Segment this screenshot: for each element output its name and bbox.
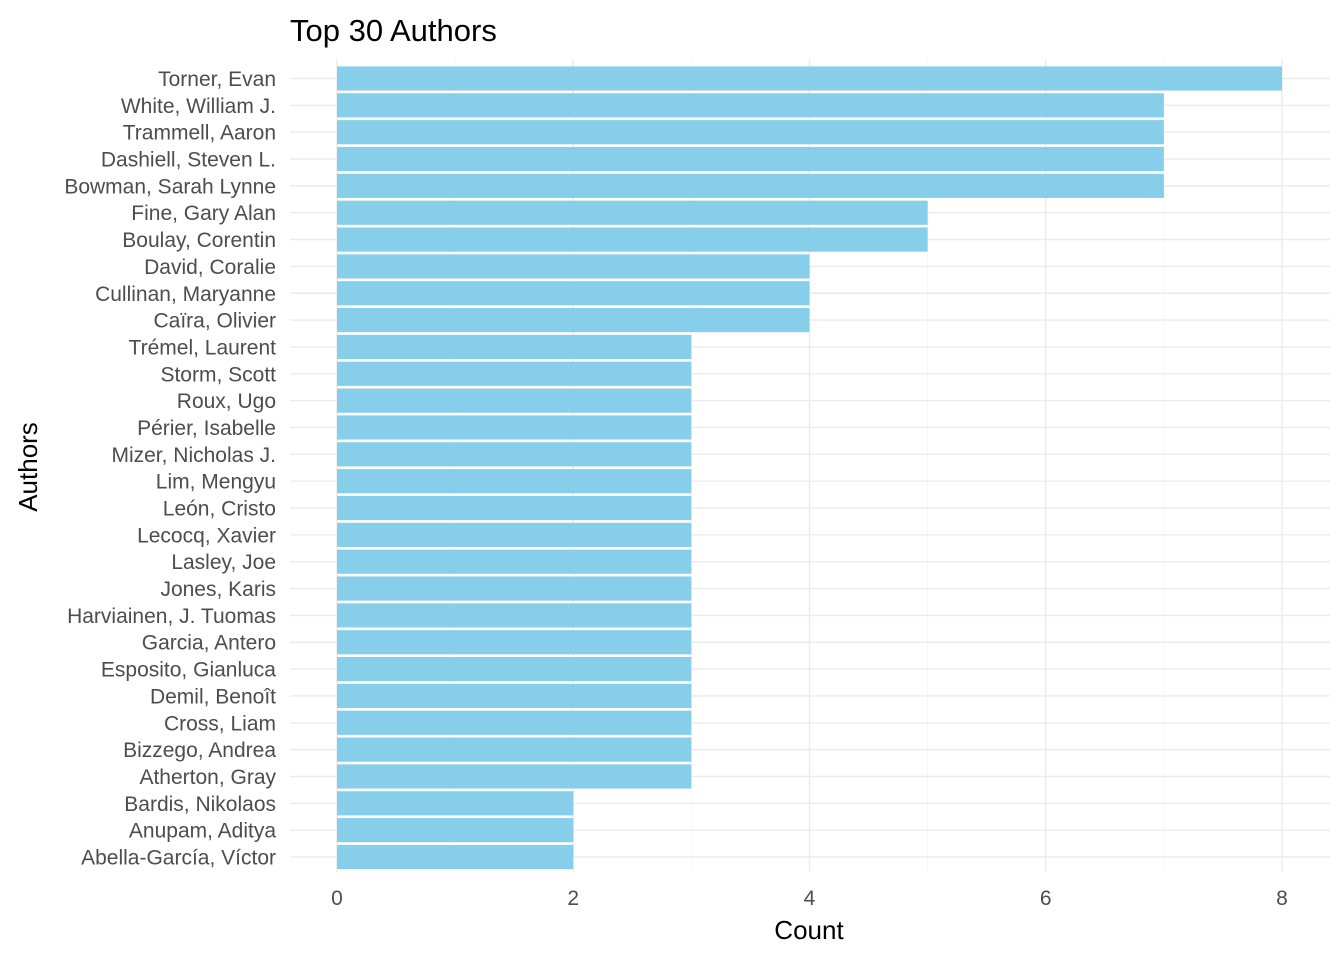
y-tick-label: Abella-García, Víctor <box>81 847 276 870</box>
bar <box>337 254 810 279</box>
bar <box>337 737 692 762</box>
y-tick-labels: Torner, Evan White, William J. Trammell, A… <box>64 68 276 870</box>
y-tick-label: León, Cristo <box>163 498 276 521</box>
bar <box>337 522 692 547</box>
y-tick-label: Esposito, Gianluca <box>101 659 276 682</box>
y-tick-label: David, Coralie <box>144 256 276 279</box>
bar <box>337 361 692 386</box>
y-tick-label: Cross, Liam <box>164 712 276 735</box>
y-tick-label: Bowman, Sarah Lynne <box>64 175 276 198</box>
x-axis-title: Count <box>774 915 844 945</box>
bar <box>337 576 692 601</box>
y-tick-label: White, William J. <box>121 95 276 118</box>
x-tick-label: 6 <box>1040 887 1052 910</box>
y-tick-label: Boulay, Corentin <box>122 229 276 252</box>
y-axis-title: Authors <box>13 422 43 512</box>
bar <box>337 710 692 735</box>
bar <box>337 93 1164 118</box>
bar <box>337 657 692 682</box>
bar <box>337 281 810 306</box>
bar <box>337 630 692 655</box>
y-tick-label: Garcia, Antero <box>142 632 276 655</box>
y-tick-label: Lecocq, Xavier <box>137 524 276 547</box>
y-tick-label: Périer, Isabelle <box>137 417 276 440</box>
x-tick-label: 2 <box>567 887 579 910</box>
y-tick-label: Torner, Evan <box>158 68 276 91</box>
y-tick-label: Caïra, Olivier <box>153 310 276 333</box>
bar <box>337 173 1164 198</box>
bar <box>337 495 692 521</box>
bar <box>337 200 928 225</box>
y-tick-label: Cullinan, Maryanne <box>95 283 276 306</box>
bar <box>337 334 692 360</box>
bar <box>337 308 810 333</box>
y-tick-label: Demil, Benoît <box>150 685 276 708</box>
bar <box>337 549 692 574</box>
bar <box>337 683 692 709</box>
y-tick-label: Mizer, Nicholas J. <box>111 444 276 467</box>
x-tick-label: 0 <box>331 887 343 910</box>
bar <box>337 415 692 440</box>
y-tick-label: Lasley, Joe <box>171 551 276 574</box>
y-tick-label: Atherton, Gray <box>139 766 276 789</box>
x-tick-labels: 0 2 4 6 8 <box>331 887 1288 910</box>
bar <box>337 603 692 628</box>
y-tick-label: Bizzego, Andrea <box>123 739 276 762</box>
bar <box>337 818 574 843</box>
y-tick-label: Trammell, Aaron <box>123 122 276 145</box>
x-tick-label: 4 <box>804 887 816 910</box>
bar <box>337 764 692 789</box>
y-tick-label: Lim, Mengyu <box>156 471 276 494</box>
bar <box>337 227 928 252</box>
y-tick-label: Trémel, Laurent <box>129 336 277 359</box>
bar <box>337 442 692 467</box>
y-tick-label: Dashiell, Steven L. <box>101 149 276 172</box>
y-tick-label: Anupam, Aditya <box>129 820 276 843</box>
y-tick-label: Jones, Karis <box>160 578 276 601</box>
x-tick-label: 8 <box>1276 887 1288 910</box>
y-tick-label: Harviainen, J. Tuomas <box>67 605 276 628</box>
y-tick-label: Fine, Gary Alan <box>131 202 276 225</box>
chart-title: Top 30 Authors <box>290 13 497 48</box>
bar <box>337 146 1164 172</box>
bar <box>337 469 692 494</box>
bar <box>337 844 574 870</box>
y-tick-label: Roux, Ugo <box>177 390 276 413</box>
bar <box>337 66 1282 91</box>
bar <box>337 791 574 816</box>
y-tick-label: Storm, Scott <box>160 363 276 386</box>
bar <box>337 388 692 413</box>
y-tick-label: Bardis, Nikolaos <box>124 793 276 816</box>
bar <box>337 120 1164 145</box>
bar-layer <box>337 66 1282 870</box>
